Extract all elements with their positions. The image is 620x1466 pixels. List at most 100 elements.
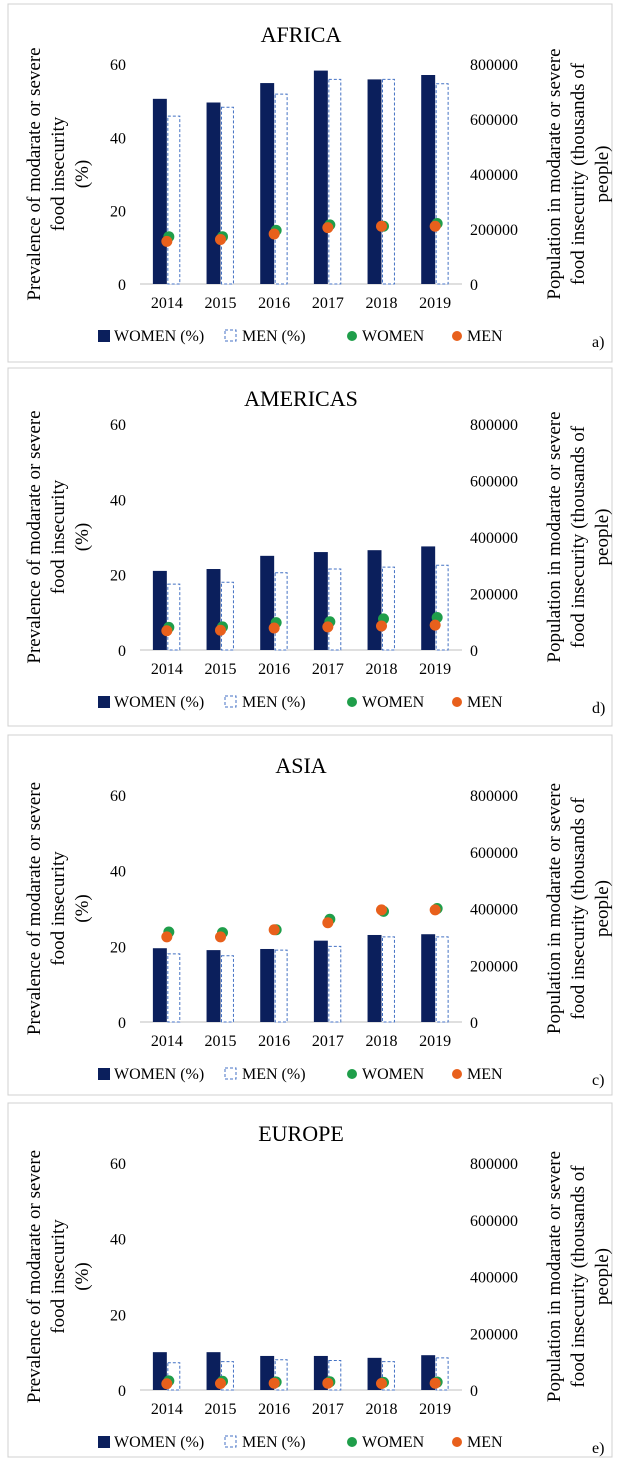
y-tick-label: 20 bbox=[110, 568, 126, 585]
bar-women-pct bbox=[152, 948, 167, 1022]
legend-swatch-men-pct bbox=[224, 329, 237, 342]
legend-swatch-men-pct bbox=[224, 1067, 237, 1080]
bar-women-pct bbox=[313, 940, 328, 1022]
bar-women-pct bbox=[421, 934, 436, 1022]
dot-men bbox=[322, 621, 334, 633]
bar-men-pct bbox=[328, 78, 342, 285]
x-tick-label: 2014 bbox=[151, 1033, 183, 1050]
legend-label-women: WOMEN bbox=[362, 694, 425, 711]
dot-men bbox=[161, 931, 173, 943]
panel-letter: e) bbox=[592, 1440, 604, 1457]
bar-women-pct bbox=[152, 570, 167, 650]
y2-tick-label: 400000 bbox=[470, 1270, 518, 1287]
dot-men bbox=[376, 620, 387, 632]
y-tick-label: 60 bbox=[110, 417, 126, 434]
bar-women-pct bbox=[260, 555, 275, 650]
y-axis-label-line: Prevalence of modarate or severe bbox=[24, 1150, 45, 1403]
bar-men-pct bbox=[274, 93, 288, 285]
x-tick-label: 2017 bbox=[312, 661, 344, 678]
x-tick-label: 2015 bbox=[205, 1401, 237, 1418]
y2-tick-label: 400000 bbox=[470, 530, 518, 547]
x-tick-label: 2015 bbox=[205, 661, 237, 678]
dot-men bbox=[429, 220, 441, 232]
bar-women-pct bbox=[260, 83, 275, 284]
y-tick-label: 20 bbox=[110, 204, 126, 221]
dot-men bbox=[376, 1377, 387, 1389]
dot-men bbox=[215, 233, 226, 245]
y2-tick-label: 0 bbox=[470, 1015, 478, 1032]
bar-women-pct bbox=[421, 546, 436, 650]
y-tick-label: 40 bbox=[110, 492, 126, 509]
y2-tick-label: 0 bbox=[470, 1383, 478, 1400]
chart-title: AFRICA bbox=[261, 22, 342, 47]
y2-axis-label-line: Population in modarate or severe bbox=[544, 783, 565, 1034]
y2-tick-label: 0 bbox=[470, 643, 478, 660]
legend-label-women: WOMEN bbox=[362, 1434, 425, 1451]
y-axis-label-line: (%) bbox=[72, 160, 93, 188]
y2-axis-label-line: Population in modarate or severe bbox=[544, 48, 565, 299]
legend-label-men-pct: MEN (%) bbox=[242, 1066, 306, 1083]
y-axis-label-line: food insecurity bbox=[48, 479, 69, 594]
legend-label-men: MEN bbox=[467, 328, 503, 345]
bar-men-pct bbox=[221, 955, 234, 1023]
bar-men-pct bbox=[221, 106, 234, 285]
x-tick-label: 2016 bbox=[258, 1033, 290, 1050]
x-tick-label: 2019 bbox=[419, 1033, 451, 1050]
legend: WOMEN (%) MEN (%) WOMEN MEN bbox=[98, 328, 503, 345]
y2-axis-label-line: people) bbox=[592, 880, 613, 937]
bar-men-pct bbox=[382, 1361, 395, 1391]
y-axis-label-line: food insecurity bbox=[48, 851, 69, 966]
y2-axis-label-line: Population in modarate or severe bbox=[544, 411, 565, 662]
dot-men bbox=[376, 904, 387, 916]
bar-men-pct bbox=[221, 581, 234, 651]
dot-men bbox=[429, 904, 441, 916]
chart-panel-europe: EUROPE 0 20 40 60 0 200000 400000 600000 800000 Pr… bbox=[7, 1102, 613, 1458]
legend: WOMEN (%) MEN (%) WOMEN MEN bbox=[98, 1066, 503, 1083]
y-tick-label: 0 bbox=[118, 1383, 126, 1400]
chart-title: EUROPE bbox=[258, 1121, 344, 1146]
x-tick-label: 2016 bbox=[258, 295, 290, 312]
legend-label-men-pct: MEN (%) bbox=[242, 694, 306, 711]
x-tick-label: 2019 bbox=[419, 295, 451, 312]
bar-men-pct bbox=[167, 1362, 181, 1391]
legend-swatch-men bbox=[452, 1069, 462, 1079]
y2-tick-label: 400000 bbox=[470, 902, 518, 919]
legend: WOMEN (%) MEN (%) WOMEN MEN bbox=[98, 694, 503, 711]
legend-label-women-pct: WOMEN (%) bbox=[114, 328, 204, 345]
legend-label-men-pct: MEN (%) bbox=[242, 1434, 306, 1451]
y2-axis-label-line: food insecurity (thousands of bbox=[568, 62, 589, 285]
x-tick-label: 2018 bbox=[366, 1401, 398, 1418]
bar-women-pct bbox=[367, 79, 382, 285]
bar-men-pct bbox=[328, 568, 342, 651]
legend-swatch-women bbox=[347, 1069, 357, 1079]
y2-tick-label: 200000 bbox=[470, 1326, 518, 1343]
y-axis-label-line: (%) bbox=[72, 894, 93, 922]
y-axis-label-line: (%) bbox=[72, 1262, 93, 1290]
y2-tick-label: 600000 bbox=[470, 474, 518, 491]
y2-axis-label-line: people) bbox=[592, 146, 613, 203]
x-tick-label: 2019 bbox=[419, 1401, 451, 1418]
y2-tick-label: 200000 bbox=[470, 958, 518, 975]
legend-swatch-women-pct bbox=[98, 1068, 110, 1080]
y-tick-label: 20 bbox=[110, 1307, 126, 1324]
chart-title: AMERICAS bbox=[244, 386, 358, 411]
x-tick-label: 2017 bbox=[312, 1033, 344, 1050]
legend-label-men: MEN bbox=[467, 1434, 503, 1451]
bar-women-pct bbox=[421, 75, 436, 284]
dot-men bbox=[268, 622, 280, 634]
bar-women-pct bbox=[313, 552, 328, 650]
y-axis-label-line: food insecurity bbox=[48, 116, 69, 231]
bar-men-pct bbox=[167, 953, 181, 1023]
bar-men-pct bbox=[167, 115, 181, 285]
x-tick-label: 2015 bbox=[205, 295, 237, 312]
y2-tick-label: 800000 bbox=[470, 417, 518, 434]
bar-women-pct bbox=[206, 950, 221, 1022]
x-tick-label: 2017 bbox=[312, 295, 344, 312]
bar-women-pct bbox=[206, 102, 221, 284]
y2-tick-label: 600000 bbox=[470, 1213, 518, 1230]
legend: WOMEN (%) MEN (%) WOMEN MEN bbox=[98, 1434, 503, 1451]
chart-panel-africa: AFRICA 0 20 40 60 0 200000 400000 600000 800000 Pr… bbox=[7, 3, 613, 363]
y-tick-label: 0 bbox=[118, 1015, 126, 1032]
bar-women-pct bbox=[206, 569, 221, 650]
